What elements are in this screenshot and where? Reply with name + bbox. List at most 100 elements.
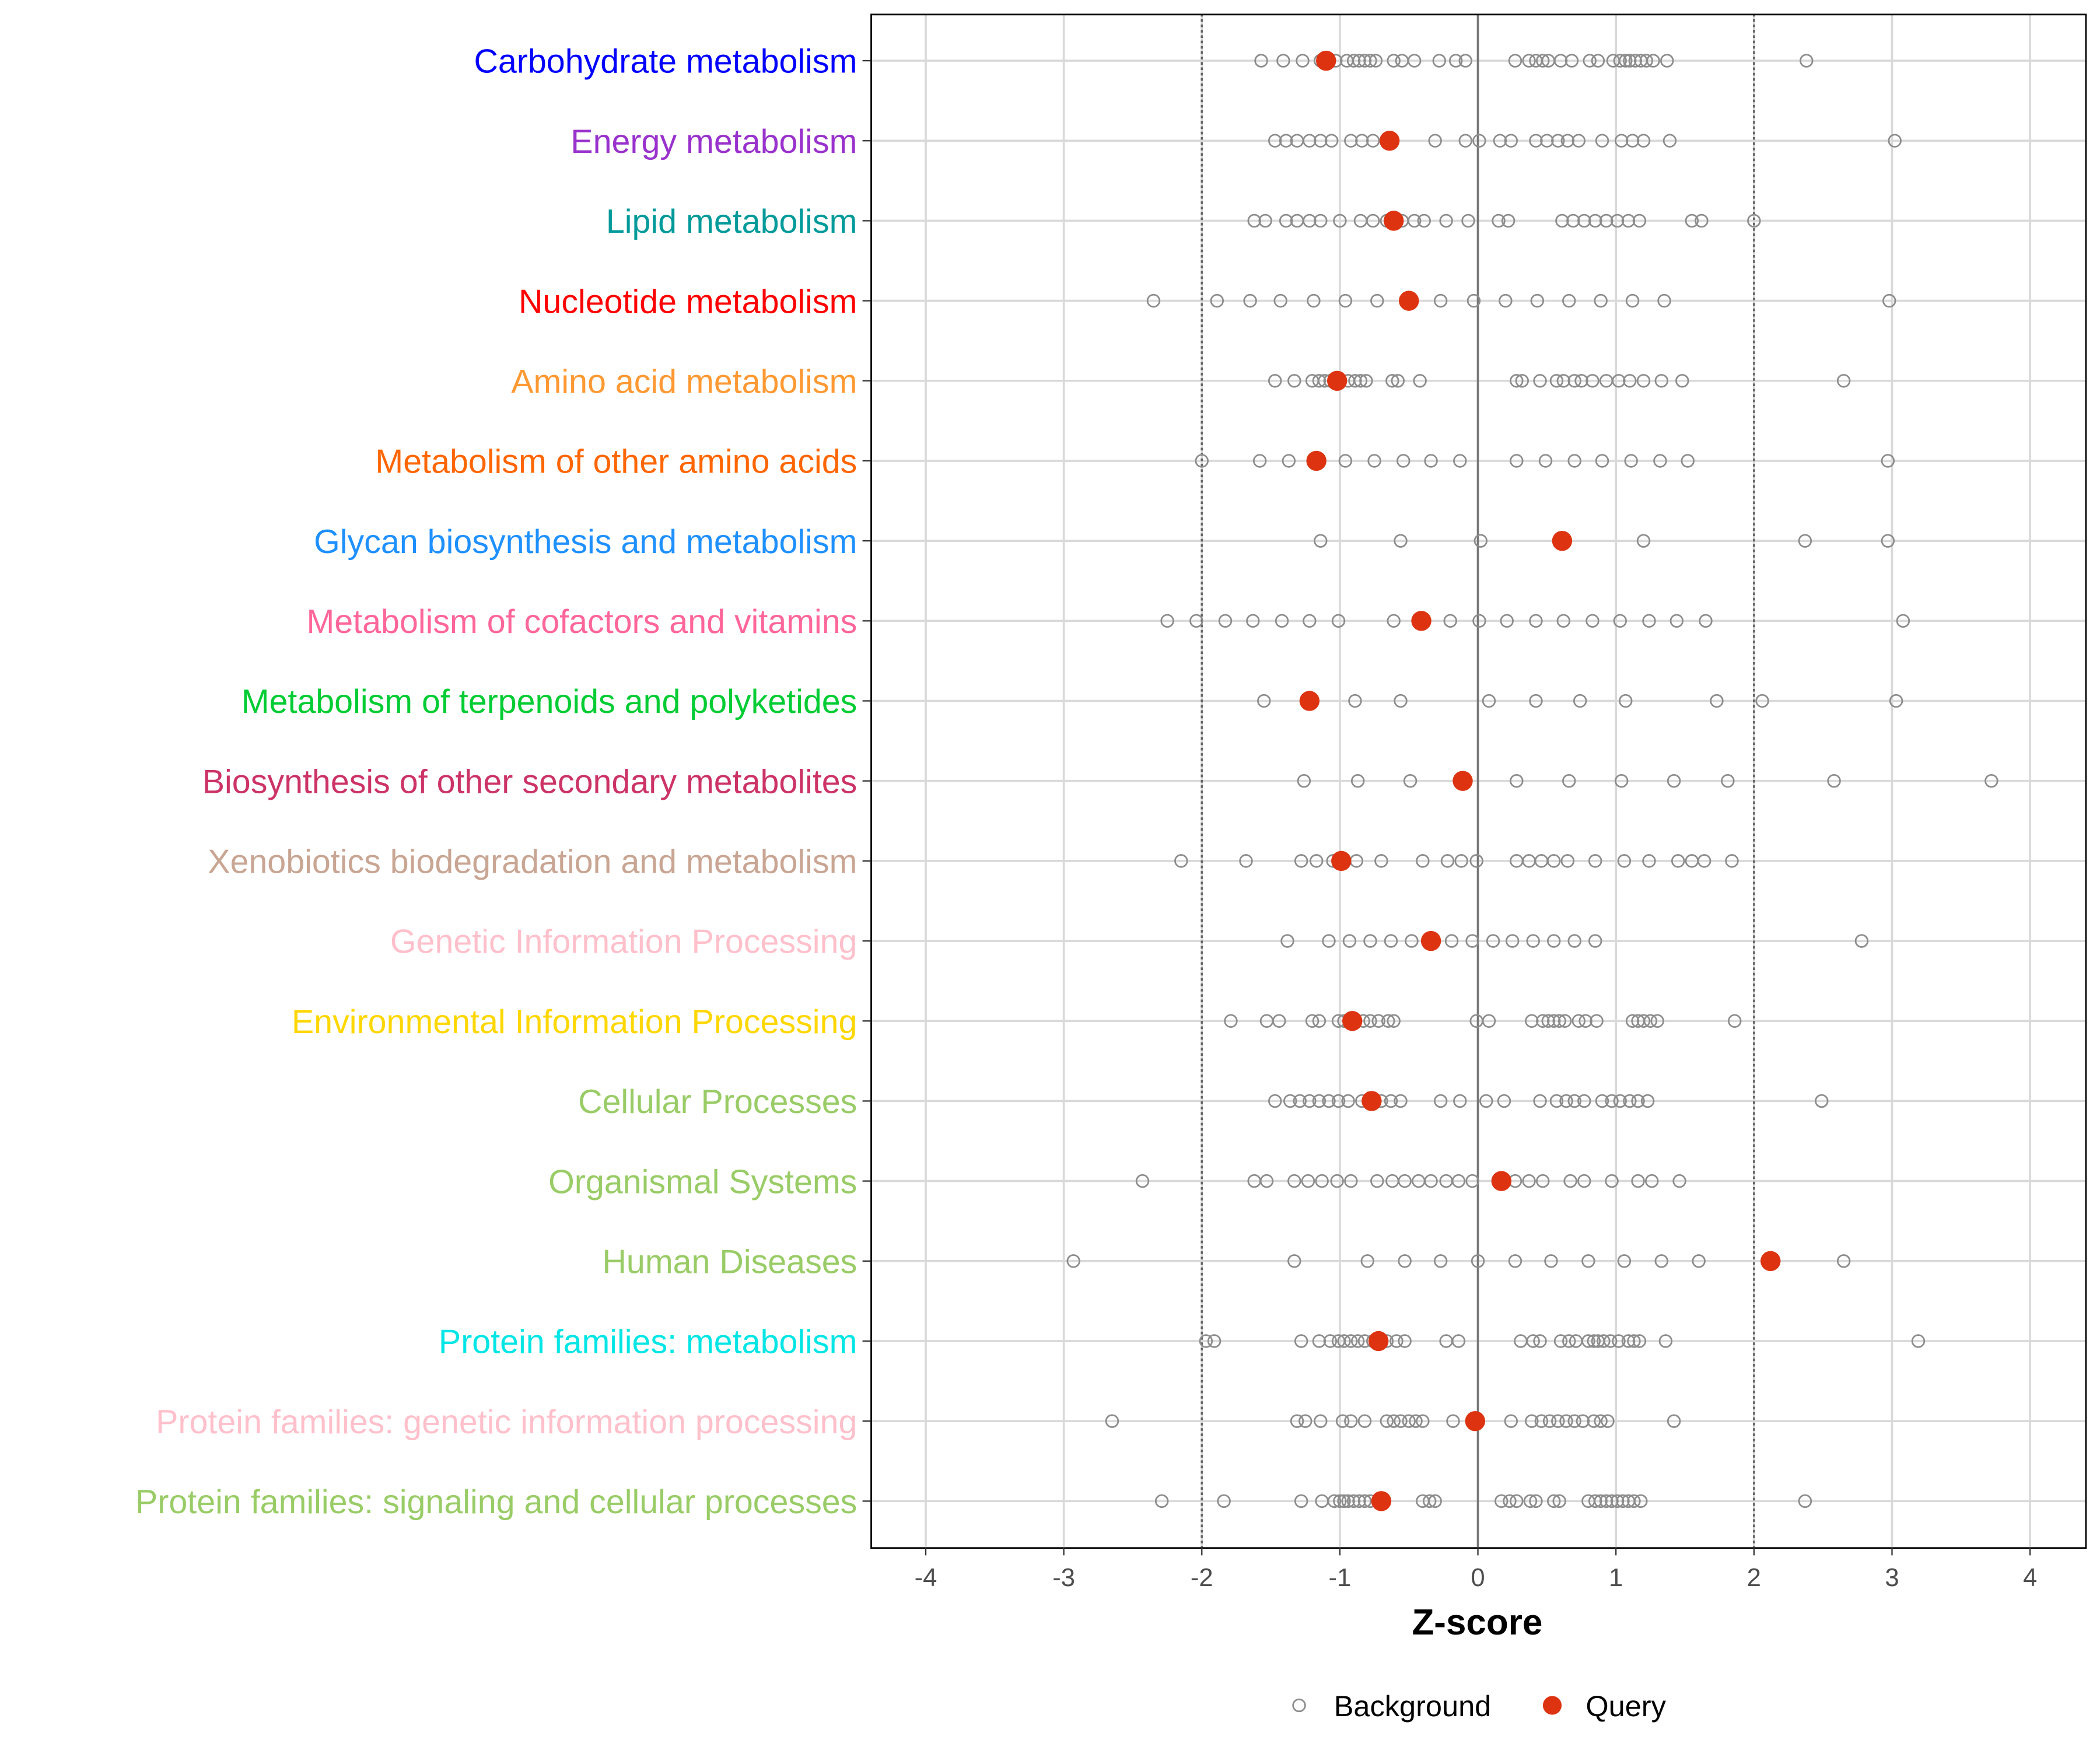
background-point — [1985, 774, 1999, 788]
background-point — [1540, 134, 1554, 148]
background-point — [1370, 293, 1384, 308]
background-point — [1394, 1414, 1408, 1428]
background-point — [1344, 134, 1358, 148]
background-point — [1510, 374, 1524, 388]
background-point — [1297, 774, 1311, 788]
background-point — [1888, 134, 1902, 148]
background-point — [1594, 293, 1608, 308]
background-point — [1259, 1174, 1274, 1188]
background-point — [1497, 1094, 1511, 1108]
background-point — [1366, 134, 1380, 148]
background-point — [1590, 1014, 1604, 1028]
background-point — [1667, 1414, 1681, 1428]
background-point — [1567, 1414, 1581, 1428]
background-point — [1628, 54, 1643, 68]
background-point — [1588, 854, 1602, 868]
background-point — [1337, 1334, 1351, 1348]
background-point — [1409, 1414, 1423, 1428]
background-point — [1294, 854, 1308, 868]
background-point — [1588, 1494, 1602, 1508]
query-point — [1383, 211, 1404, 231]
background-point — [1577, 214, 1591, 228]
background-point — [1360, 1254, 1374, 1268]
background-point — [1314, 534, 1328, 548]
background-point — [1384, 934, 1398, 948]
background-point — [1446, 1414, 1460, 1428]
background-point — [1558, 1014, 1572, 1028]
background-point — [1273, 293, 1287, 308]
background-point — [1443, 614, 1457, 628]
background-point — [1562, 774, 1576, 788]
y-category-label: Carbohydrate metabolism — [474, 43, 857, 80]
x-axis-title: Z-score — [1412, 1602, 1542, 1643]
background-point — [1333, 214, 1347, 228]
background-point — [1721, 774, 1735, 788]
y-category-label: Organismal Systems — [548, 1163, 857, 1200]
background-point — [1294, 1334, 1308, 1348]
background-point — [1380, 1414, 1394, 1428]
background-point — [1433, 1094, 1448, 1108]
background-point — [1312, 1334, 1326, 1348]
background-point — [1619, 54, 1633, 68]
background-point — [1625, 293, 1640, 308]
background-point — [1644, 1174, 1659, 1188]
background-point — [1451, 1334, 1466, 1348]
background-point — [1504, 134, 1518, 148]
background-point — [1350, 774, 1365, 788]
background-point — [1567, 934, 1581, 948]
query-point — [1299, 691, 1320, 711]
background-point — [1279, 134, 1293, 148]
y-category-label: Metabolism of other amino acids — [375, 443, 857, 481]
background-point — [1352, 1494, 1366, 1508]
background-point — [1556, 614, 1570, 628]
background-point — [1567, 1094, 1581, 1108]
background-point — [1398, 1334, 1412, 1348]
background-point — [1605, 1494, 1619, 1508]
background-point — [1636, 534, 1651, 548]
query-point — [1760, 1251, 1781, 1272]
background-point — [1333, 1494, 1347, 1508]
background-point — [1621, 1334, 1636, 1348]
y-category-label: Cellular Processes — [578, 1083, 857, 1121]
background-point — [1258, 214, 1272, 228]
background-point — [1523, 1494, 1538, 1508]
background-point — [1586, 614, 1600, 628]
background-point — [1440, 854, 1455, 868]
background-point — [1617, 854, 1632, 868]
background-point — [1331, 1094, 1346, 1108]
background-point — [1348, 374, 1362, 388]
background-point — [1526, 1334, 1540, 1348]
background-point — [1636, 1014, 1651, 1028]
background-point — [1444, 934, 1459, 948]
background-point — [1309, 854, 1324, 868]
background-point — [1667, 774, 1681, 788]
background-point — [1424, 1174, 1438, 1188]
background-point — [1287, 1254, 1301, 1268]
background-point — [1614, 134, 1629, 148]
background-point — [1508, 54, 1522, 68]
background-point — [1533, 1094, 1547, 1108]
background-point — [1307, 293, 1321, 308]
background-point — [1642, 854, 1656, 868]
background-point — [1387, 614, 1401, 628]
background-point — [1631, 1094, 1645, 1108]
background-point — [1338, 454, 1353, 468]
x-tick-label: -1 — [1329, 1564, 1352, 1592]
background-point — [1276, 54, 1290, 68]
background-point — [1207, 1334, 1222, 1348]
background-point — [1451, 1174, 1466, 1188]
background-point — [1327, 1494, 1342, 1508]
background-point — [1342, 934, 1357, 948]
background-point — [1371, 1014, 1385, 1028]
background-point — [1613, 1094, 1627, 1108]
background-point — [1479, 1094, 1493, 1108]
background-point — [1252, 454, 1267, 468]
background-point — [1567, 374, 1581, 388]
background-point — [1303, 614, 1317, 628]
background-point — [1357, 54, 1372, 68]
background-point — [1189, 614, 1203, 628]
background-point — [1499, 293, 1513, 308]
background-point — [1254, 54, 1268, 68]
background-point — [1287, 374, 1301, 388]
background-point — [1433, 1254, 1448, 1268]
